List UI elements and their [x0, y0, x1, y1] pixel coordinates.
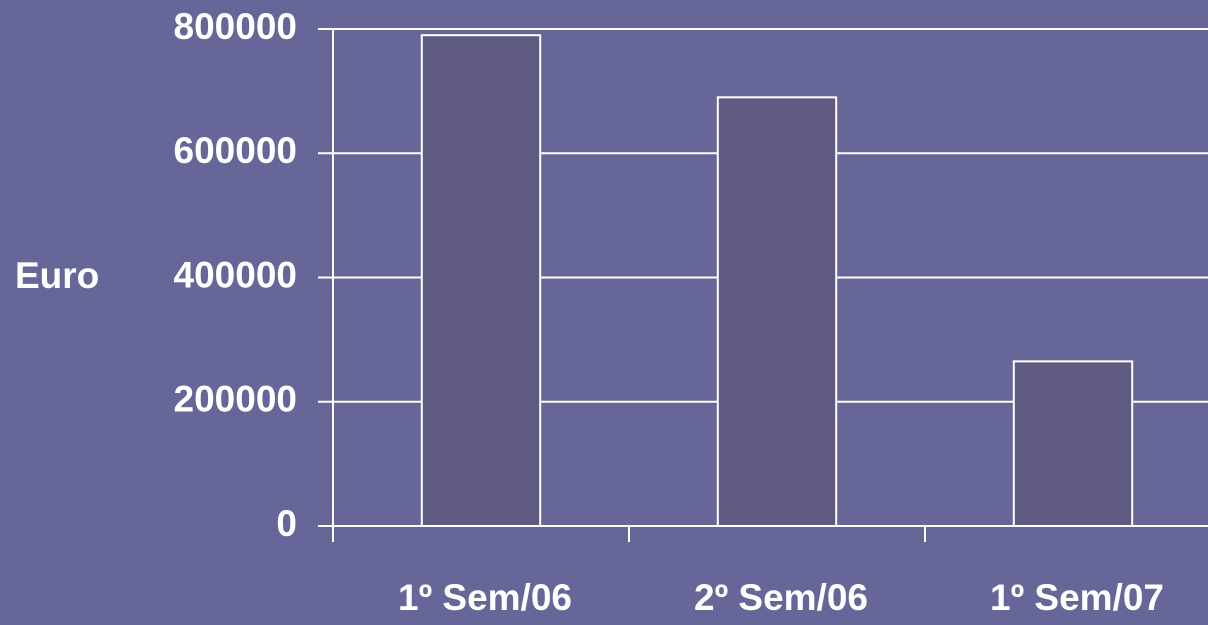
- y-axis-label: Euro: [15, 255, 99, 296]
- x-tick-label: 1º Sem/07: [990, 577, 1164, 618]
- y-tick-label: 200000: [174, 379, 297, 420]
- y-tick-label: 0: [276, 503, 297, 544]
- y-tick-label: 400000: [174, 254, 297, 295]
- x-tick-label: 2º Sem/06: [694, 577, 868, 618]
- y-tick-label: 800000: [174, 6, 297, 47]
- bar: [716, 96, 838, 528]
- bar: [420, 34, 542, 528]
- y-tick-label: 600000: [174, 130, 297, 171]
- x-tick-label: 1º Sem/06: [398, 577, 572, 618]
- bar: [1012, 360, 1134, 527]
